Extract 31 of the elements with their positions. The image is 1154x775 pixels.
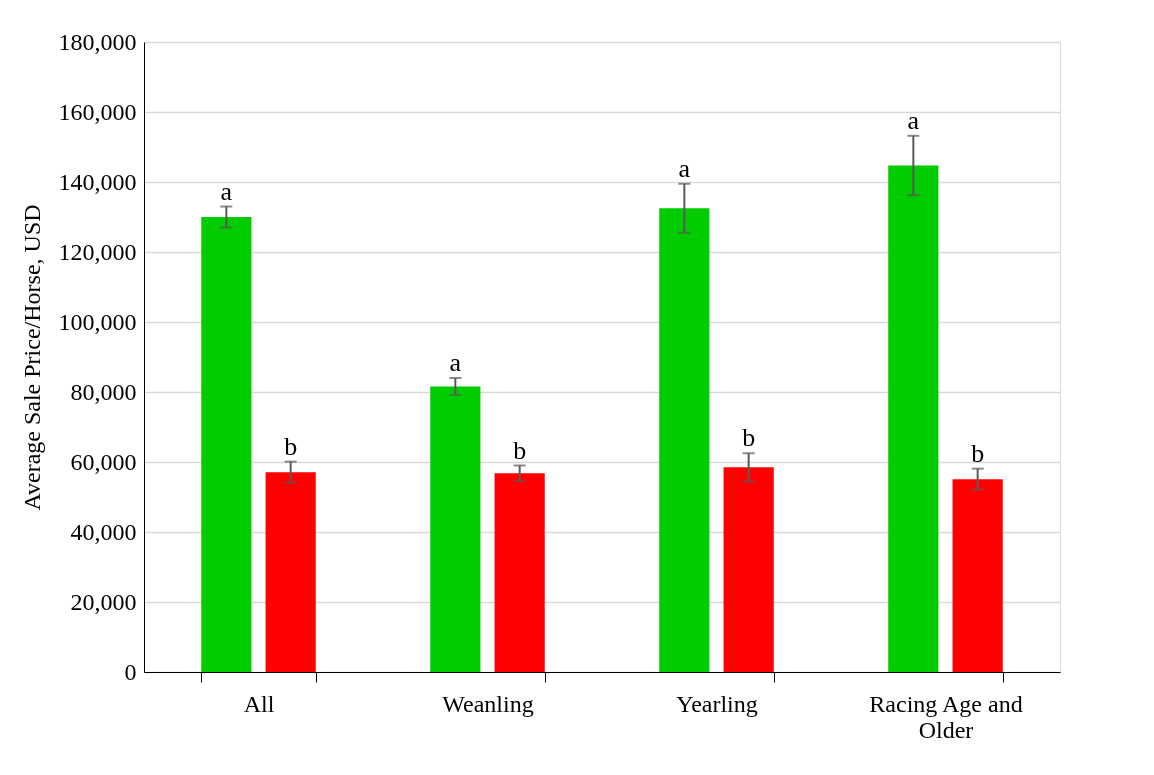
x-tick-label: Weanling <box>442 690 534 717</box>
y-tick-label: 0 <box>124 658 137 685</box>
y-tick-label: 160,000 <box>58 98 137 125</box>
y-tick-label: 80,000 <box>70 378 137 405</box>
bar <box>494 473 545 672</box>
y-tick-label: 60,000 <box>70 448 137 475</box>
y-tick-label: 100,000 <box>58 308 137 335</box>
bar <box>430 386 481 672</box>
x-tick-label: All <box>243 690 275 717</box>
annotation: a <box>220 176 233 206</box>
annotation: b <box>513 435 527 465</box>
bar <box>888 165 939 672</box>
annotation: b <box>742 423 756 453</box>
bar <box>659 208 710 672</box>
bar <box>265 472 316 672</box>
y-tick-label: 140,000 <box>58 168 137 195</box>
y-tick-label: 40,000 <box>70 518 137 545</box>
y-tick-label: 20,000 <box>70 588 137 615</box>
bar <box>201 217 252 672</box>
x-tick-label: Racing Age and Older <box>869 690 1023 743</box>
bar <box>723 467 774 672</box>
x-tick-label: Yearling <box>676 690 758 717</box>
annotation: b <box>971 438 985 468</box>
annotation: a <box>449 348 462 377</box>
y-axis-title: Average Sale Price/Horse, USD <box>18 204 45 511</box>
bar <box>952 479 1003 672</box>
y-tick-label: 120,000 <box>58 238 137 265</box>
y-tick-label: 180,000 <box>58 28 137 55</box>
annotation: a <box>907 105 920 135</box>
annotation: b <box>284 431 298 461</box>
annotation: a <box>678 153 691 183</box>
